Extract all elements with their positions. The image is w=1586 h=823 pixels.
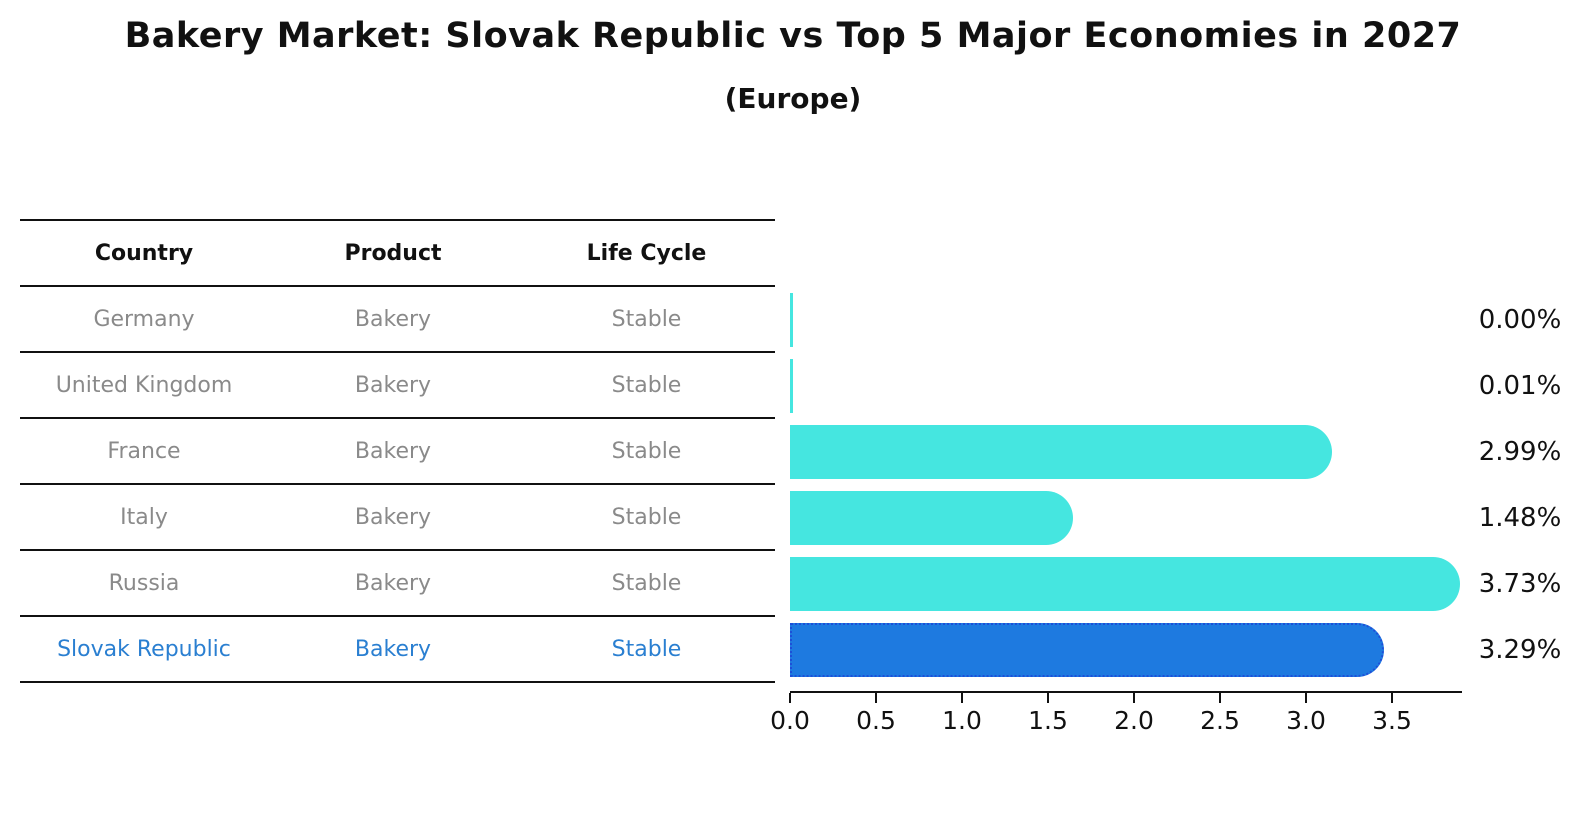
value-label-germany: 0.00% [1478,305,1562,335]
x-tick-label-0.5: 0.5 [856,706,896,735]
table-cell-product: Bakery [354,438,432,464]
x-tick-mark [789,693,791,703]
table-cell-life-cycle: Stable [611,372,682,398]
column-header-country: Country [94,240,194,266]
table-cell-life-cycle: Stable [611,504,682,530]
x-tick-mark [1391,693,1393,703]
x-tick-mark [875,693,877,703]
table-cell-life-cycle: Stable [611,570,682,596]
value-label-france: 2.99% [1478,437,1562,467]
value-label-united-kingdom: 0.01% [1478,371,1562,401]
table-cell-life-cycle: Stable [611,636,682,662]
value-label-italy: 1.48% [1478,503,1562,533]
table-row-italy: Italy Bakery Stable [20,485,775,551]
x-tick-label-0.0: 0.0 [770,706,810,735]
x-tick-label-1.5: 1.5 [1028,706,1068,735]
table-cell-country: Russia [108,570,180,596]
table-cell-country: Italy [120,504,168,530]
table-cell-country: Germany [93,306,195,332]
x-axis-line [790,691,1462,693]
table-body: Germany Bakery Stable United Kingdom Bak… [20,287,775,683]
bar-united-kingdom [790,359,793,413]
x-tick-label-3.0: 3.0 [1286,706,1326,735]
table-cell-product: Bakery [354,570,432,596]
x-tick-mark [1047,693,1049,703]
table-cell-country: United Kingdom [55,372,233,398]
x-tick-mark [1219,693,1221,703]
bar-germany [790,293,793,347]
x-tick-label-2.0: 2.0 [1114,706,1154,735]
table-cell-product: Bakery [354,372,432,398]
x-tick-label-1.0: 1.0 [942,706,982,735]
x-tick-mark [1305,693,1307,703]
column-header-product: Product [344,240,442,266]
table-cell-life-cycle: Stable [611,438,682,464]
table-cell-life-cycle: Stable [611,306,682,332]
x-tick-label-3.5: 3.5 [1372,706,1412,735]
column-header-life-cycle: Life Cycle [586,240,707,266]
value-label-russia: 3.73% [1478,569,1562,599]
table-cell-country: Slovak Republic [57,636,231,662]
table-row-united-kingdom: United Kingdom Bakery Stable [20,353,775,419]
table-cell-product: Bakery [354,636,432,662]
bar-russia [790,557,1460,611]
table-cell-product: Bakery [354,504,432,530]
bar-france [790,425,1333,479]
table-header-row: Country Product Life Cycle [20,219,775,287]
bar-slovak-republic [790,623,1384,677]
table-row-france: France Bakery Stable [20,419,775,485]
table-row-russia: Russia Bakery Stable [20,551,775,617]
x-tick-mark [1133,693,1135,703]
bar-italy [790,491,1073,545]
x-tick-mark [961,693,963,703]
x-tick-label-2.5: 2.5 [1200,706,1240,735]
table-row-germany: Germany Bakery Stable [20,287,775,353]
chart-subtitle: (Europe) [724,82,862,115]
value-label-slovak-republic: 3.29% [1478,635,1562,665]
table-cell-product: Bakery [354,306,432,332]
table-row-slovak-republic: Slovak Republic Bakery Stable [20,617,775,683]
country-table: Country Product Life Cycle Germany Baker… [20,219,775,683]
chart-title: Bakery Market: Slovak Republic vs Top 5 … [124,16,1462,56]
table-cell-country: France [107,438,181,464]
